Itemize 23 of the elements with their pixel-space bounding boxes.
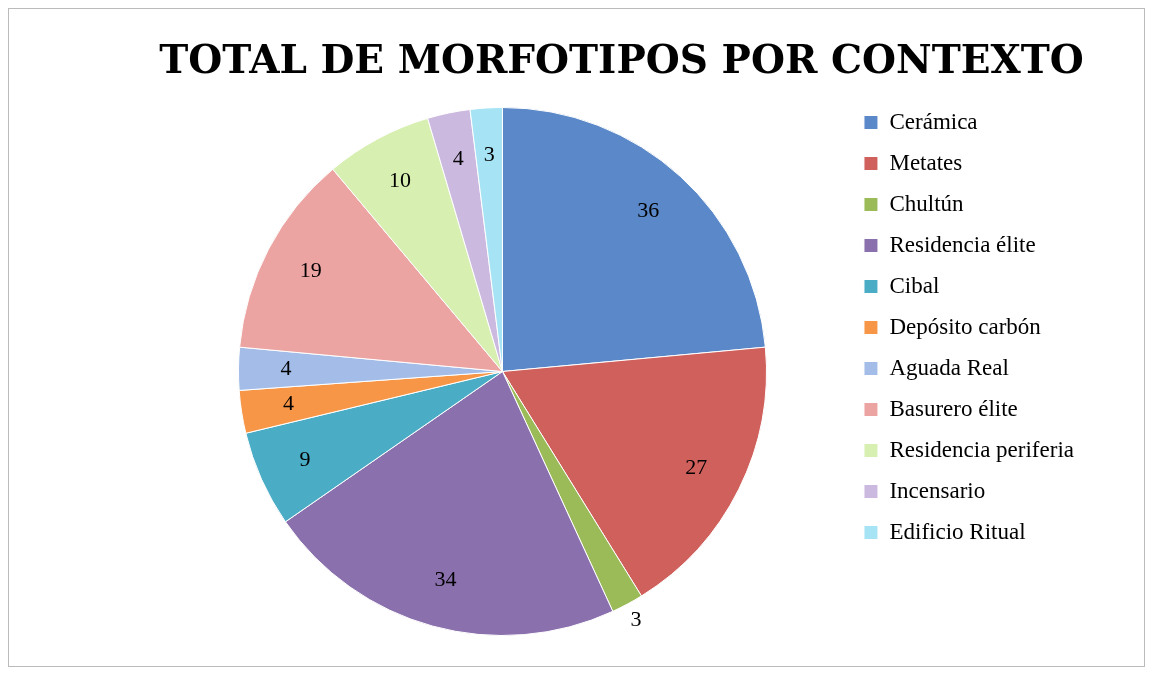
legend-label: Incensario [889, 477, 986, 503]
legend-label: Aguada Real [889, 354, 1009, 380]
data-label: 3 [483, 141, 495, 167]
data-label: 34 [434, 566, 457, 592]
legend-label: Edificio Ritual [889, 518, 1026, 544]
data-label: 27 [685, 453, 708, 479]
data-label: 9 [299, 445, 311, 471]
legend-label: Chultún [889, 190, 965, 216]
legend-label: Cibal [889, 272, 940, 298]
data-label: 4 [452, 145, 464, 171]
legend-label: Depósito carbón [889, 313, 1042, 339]
legend-label: Residencia élite [889, 231, 1036, 257]
legend-label: Metates [889, 149, 963, 175]
data-label: 4 [280, 355, 292, 381]
data-label: 19 [299, 256, 322, 282]
legend-label: Basurero élite [889, 395, 1018, 421]
legend-label: Residencia periferia [889, 436, 1075, 462]
data-label: 10 [389, 166, 412, 192]
legend-label: Cerámica [889, 108, 978, 134]
chart-title: TOTAL DE MORFOTIPOS POR CONTEXTO [159, 35, 1084, 83]
data-label: 3 [630, 605, 642, 631]
data-label: 36 [637, 197, 660, 223]
data-label: 4 [283, 390, 295, 416]
